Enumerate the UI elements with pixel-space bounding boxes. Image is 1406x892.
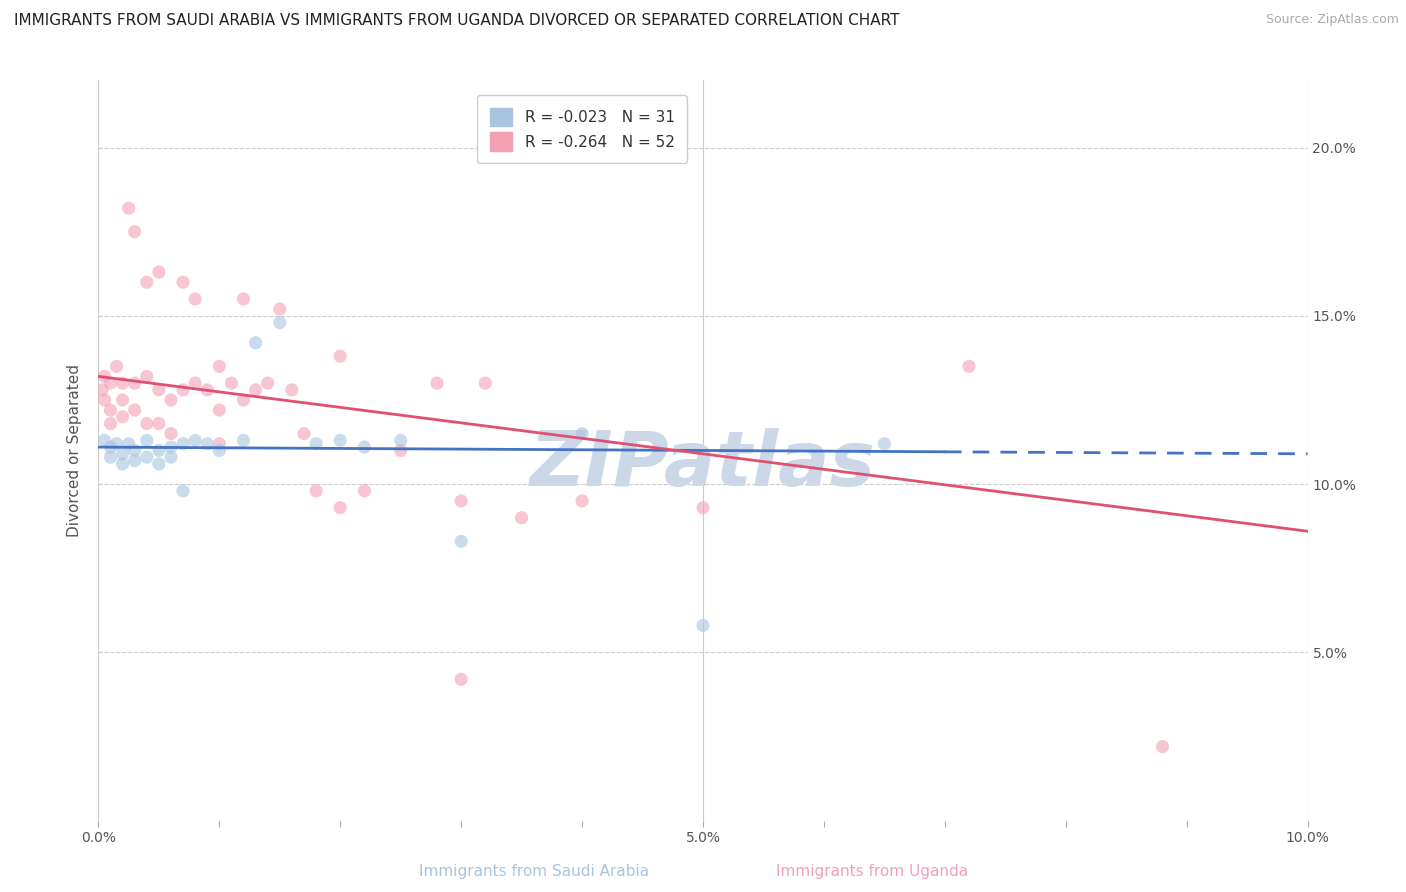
Point: [208, 403, 231, 417]
Point: [160, 450, 183, 465]
Point: [93, 392, 115, 407]
Point: [329, 349, 352, 363]
Point: [292, 426, 315, 441]
Point: [100, 403, 122, 417]
Legend: R = -0.023   N = 31, R = -0.264   N = 52: R = -0.023 N = 31, R = -0.264 N = 52: [477, 95, 688, 163]
Point: [172, 483, 194, 498]
Point: [111, 447, 134, 461]
Point: [245, 383, 267, 397]
Point: [135, 417, 157, 431]
Point: [148, 383, 170, 397]
Point: [160, 426, 183, 441]
Point: [124, 443, 146, 458]
Point: [124, 376, 146, 391]
Point: [100, 440, 122, 454]
Point: [160, 440, 183, 454]
Point: [426, 376, 449, 391]
Point: [100, 376, 122, 391]
Point: [135, 434, 157, 448]
Point: [135, 369, 157, 384]
Point: [450, 673, 472, 687]
Point: [111, 457, 134, 471]
Point: [111, 376, 134, 391]
Point: [208, 359, 231, 374]
Point: [91, 383, 114, 397]
Point: [208, 443, 231, 458]
Point: [692, 618, 714, 632]
Point: [389, 434, 412, 448]
Point: [118, 201, 141, 215]
Point: [172, 275, 194, 289]
Text: Immigrants from Uganda: Immigrants from Uganda: [776, 863, 967, 879]
Point: [510, 510, 533, 524]
Point: [474, 376, 496, 391]
Point: [245, 335, 267, 350]
Point: [232, 434, 254, 448]
Point: [208, 436, 231, 450]
Point: [124, 403, 146, 417]
Point: [957, 359, 980, 374]
Text: Immigrants from Saudi Arabia: Immigrants from Saudi Arabia: [419, 863, 650, 879]
Point: [100, 450, 122, 465]
Point: [100, 417, 122, 431]
Point: [111, 392, 134, 407]
Point: [389, 443, 412, 458]
Point: [148, 417, 170, 431]
Point: [118, 436, 141, 450]
Point: [256, 376, 278, 391]
Point: [195, 436, 218, 450]
Point: [1152, 739, 1174, 754]
Point: [172, 436, 194, 450]
Point: [105, 359, 128, 374]
Point: [148, 443, 170, 458]
Point: [329, 500, 352, 515]
Point: [184, 434, 207, 448]
Point: [571, 426, 593, 441]
Point: [353, 483, 375, 498]
Point: [450, 494, 472, 508]
Point: [111, 409, 134, 424]
Text: IMMIGRANTS FROM SAUDI ARABIA VS IMMIGRANTS FROM UGANDA DIVORCED OR SEPARATED COR: IMMIGRANTS FROM SAUDI ARABIA VS IMMIGRAN…: [14, 13, 900, 29]
Point: [135, 450, 157, 465]
Point: [269, 316, 291, 330]
Point: [221, 376, 243, 391]
Point: [305, 483, 328, 498]
Point: [305, 436, 328, 450]
Point: [353, 440, 375, 454]
Point: [232, 392, 254, 407]
Point: [692, 500, 714, 515]
Point: [195, 383, 218, 397]
Y-axis label: Divorced or Separated: Divorced or Separated: [67, 364, 83, 537]
Point: [124, 225, 146, 239]
Point: [873, 436, 896, 450]
Point: [93, 434, 115, 448]
Point: [281, 383, 304, 397]
Point: [172, 383, 194, 397]
Text: Source: ZipAtlas.com: Source: ZipAtlas.com: [1265, 13, 1399, 27]
Point: [232, 292, 254, 306]
Point: [184, 376, 207, 391]
Point: [105, 436, 128, 450]
Point: [148, 265, 170, 279]
Point: [135, 275, 157, 289]
Point: [571, 494, 593, 508]
Point: [329, 434, 352, 448]
Text: ZIPatlas: ZIPatlas: [530, 428, 876, 502]
Point: [450, 534, 472, 549]
Point: [124, 453, 146, 467]
Point: [148, 457, 170, 471]
Point: [184, 292, 207, 306]
Point: [93, 369, 115, 384]
Point: [269, 302, 291, 317]
Point: [160, 392, 183, 407]
